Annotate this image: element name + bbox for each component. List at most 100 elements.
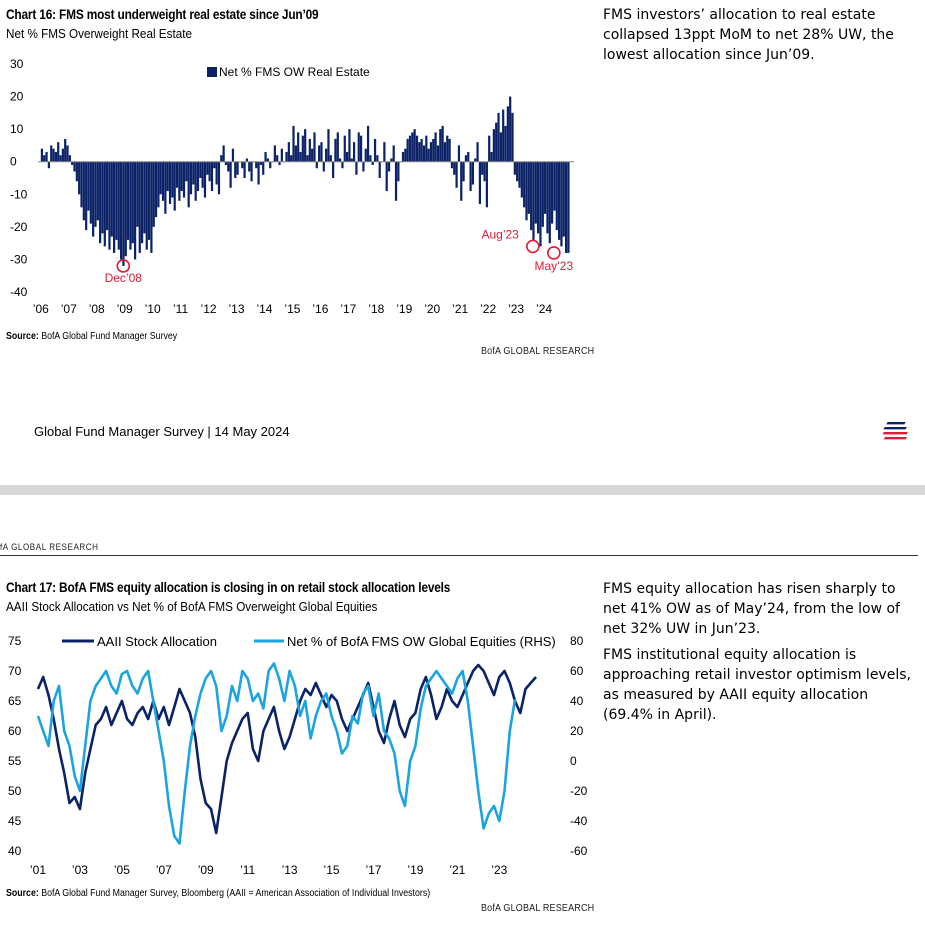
bar [103, 161, 106, 247]
bar [546, 161, 549, 234]
bar [259, 161, 263, 165]
bar [345, 151, 349, 162]
y-left-tick-label: 60 [8, 724, 22, 738]
bar [187, 161, 190, 208]
annotation-circle [547, 246, 561, 260]
bar [280, 148, 283, 162]
bar [434, 132, 437, 162]
bar [513, 161, 516, 175]
bar [448, 138, 451, 162]
x-tick-label: ’13 [228, 302, 244, 316]
bar [450, 161, 454, 169]
bar [425, 135, 428, 162]
legend-label: Net % FMS OW Real Estate [219, 65, 370, 79]
bar [481, 161, 484, 175]
bar [541, 161, 544, 227]
x-tick-label: ’14 [256, 302, 272, 316]
bar [357, 132, 360, 162]
bar [161, 161, 165, 201]
bar [129, 161, 132, 250]
bar [422, 145, 426, 162]
chart17-subtitle: AAII Stock Allocation vs Net % of BofA F… [6, 599, 378, 614]
bar [474, 158, 477, 162]
bar [180, 161, 183, 192]
bar [343, 135, 346, 162]
y-left-tick-label: 65 [8, 694, 22, 708]
x-tick-label: ’12 [201, 302, 217, 316]
x-tick-label: ’21 [452, 302, 468, 316]
x-tick-label: ’08 [89, 302, 105, 316]
bar [341, 161, 344, 169]
bar [294, 145, 297, 162]
y-right-tick-label: -20 [570, 784, 588, 798]
bar [80, 161, 83, 208]
bar [304, 129, 307, 162]
y-tick-label: -20 [10, 220, 28, 234]
bar [318, 145, 321, 162]
chart16-commentary-text: FMS investors’ allocation to real estate… [603, 7, 894, 63]
x-tick-label: ’23 [491, 863, 507, 877]
chart17-source-label: Source: [6, 888, 39, 899]
chart16-commentary: FMS investors’ allocation to real estate… [603, 5, 903, 71]
bar [154, 161, 158, 218]
bar [502, 109, 505, 162]
bar [560, 161, 563, 247]
bar [404, 148, 407, 162]
bar [544, 161, 547, 214]
bar [110, 161, 113, 237]
chart16-title: Chart 16: FMS most underweight real esta… [6, 7, 319, 22]
bar [50, 145, 53, 162]
x-tick-label: ’20 [424, 302, 440, 316]
x-tick-label: ’01 [30, 863, 46, 877]
bar [339, 158, 342, 162]
bar [52, 148, 55, 162]
bar [537, 161, 540, 234]
bar [488, 135, 491, 162]
x-tick-label: ’06 [33, 302, 49, 316]
x-tick-label: ’03 [72, 863, 88, 877]
bar [78, 161, 81, 195]
bar [45, 151, 48, 162]
bar [266, 158, 269, 162]
bar [255, 161, 258, 169]
bar [278, 161, 281, 165]
bar [564, 161, 568, 253]
bar [329, 155, 332, 162]
x-tick-label: ’21 [449, 863, 465, 877]
chart17-source-text: BofA Global Fund Manager Survey, Bloombe… [38, 888, 431, 899]
bar [243, 161, 246, 178]
bar [378, 161, 381, 178]
bar [285, 151, 288, 162]
bar [85, 161, 88, 231]
chart17-commentary-1: FMS equity allocation has risen sharply … [603, 581, 900, 637]
bar [460, 161, 463, 201]
bar [308, 138, 311, 162]
bar [306, 155, 309, 162]
bar [94, 161, 97, 227]
y-tick-label: -40 [10, 285, 28, 299]
bar [443, 142, 447, 162]
x-tick-label: ’19 [396, 302, 412, 316]
bar [168, 161, 172, 205]
bar [527, 161, 530, 214]
fms-series-line [36, 662, 517, 845]
bar [516, 161, 519, 182]
bar [171, 161, 174, 198]
bar [336, 132, 339, 162]
chart16-source-label: Source: [6, 331, 39, 342]
bar [140, 161, 144, 244]
bar [227, 161, 230, 172]
x-tick-label: ’09 [198, 863, 214, 877]
bar [287, 142, 290, 162]
bar [145, 161, 148, 250]
bar [476, 142, 479, 162]
bar [495, 122, 498, 162]
x-tick-label: ’13 [282, 863, 298, 877]
bar [117, 161, 120, 250]
bar [530, 161, 533, 231]
bar [504, 125, 507, 162]
y-tick-label: -30 [10, 252, 28, 266]
bar [120, 161, 123, 260]
bar [411, 132, 414, 162]
bar [420, 138, 423, 162]
